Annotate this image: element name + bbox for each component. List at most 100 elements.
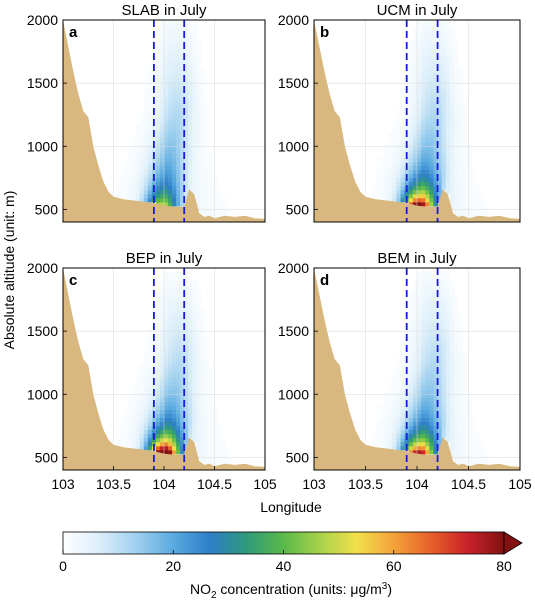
field-cell	[458, 369, 463, 374]
field-cell	[224, 205, 230, 211]
field-cell	[212, 457, 218, 463]
field-cell	[135, 429, 141, 435]
field-cell	[482, 209, 488, 215]
field-cell	[388, 437, 393, 443]
field-cell	[200, 417, 205, 423]
field-cell	[400, 153, 406, 158]
field-cell	[449, 413, 455, 419]
field-cell	[384, 413, 389, 419]
field-cell	[200, 324, 205, 330]
field-cell	[184, 181, 189, 187]
field-cell	[184, 348, 189, 354]
field-cell	[445, 56, 451, 61]
field-cell	[192, 417, 197, 423]
field-cell	[196, 137, 201, 142]
field-cell	[143, 88, 149, 94]
field-cell	[445, 129, 451, 134]
field-cell	[204, 100, 210, 106]
field-cell	[131, 429, 137, 435]
field-cell	[155, 344, 161, 350]
field-cell	[388, 401, 393, 406]
field-cell	[192, 161, 197, 167]
field-cell	[404, 360, 410, 366]
field-cell	[396, 133, 402, 138]
field-cell	[143, 429, 149, 435]
field-cell	[196, 316, 201, 322]
field-cell	[412, 177, 418, 183]
field-cell	[147, 441, 153, 447]
field-cell	[466, 409, 472, 415]
field-cell	[192, 433, 197, 439]
field-cell	[180, 360, 185, 366]
field-cell	[143, 364, 149, 370]
field-cell	[441, 268, 447, 273]
field-cell	[159, 413, 165, 419]
field-cell	[421, 133, 426, 138]
field-cell	[192, 137, 197, 142]
field-cell	[445, 40, 451, 45]
field-cell	[204, 352, 210, 358]
field-cell	[433, 72, 439, 78]
field-cell	[466, 401, 472, 406]
field-cell	[445, 116, 451, 122]
field-cell	[433, 141, 439, 146]
field-cell	[192, 280, 197, 285]
colorbar-tick-label: 40	[276, 558, 292, 574]
field-cell	[168, 409, 173, 415]
field-cell	[204, 385, 210, 390]
field-cell	[192, 397, 197, 402]
field-cell	[216, 193, 222, 199]
field-cell	[212, 421, 218, 427]
field-cell	[429, 356, 435, 362]
field-cell	[111, 193, 117, 199]
field-cell	[466, 421, 472, 427]
field-cell	[417, 389, 422, 394]
field-cell	[180, 40, 185, 45]
field-cell	[147, 421, 153, 427]
field-cell	[172, 121, 177, 126]
field-cell	[425, 316, 430, 322]
field-cell	[433, 397, 439, 402]
field-cell	[437, 300, 443, 305]
field-cell	[176, 153, 181, 158]
field-cell	[188, 153, 193, 158]
field-cell	[127, 413, 133, 419]
field-cell	[135, 409, 141, 415]
field-cell	[433, 276, 439, 281]
field-cell	[437, 88, 443, 94]
field-cell	[412, 121, 418, 126]
field-cell	[425, 405, 430, 410]
field-cell	[392, 421, 397, 427]
field-cell	[172, 64, 177, 70]
field-cell	[139, 153, 145, 158]
field-cell	[188, 100, 193, 106]
field-cell	[445, 189, 451, 195]
field-cell	[466, 461, 472, 467]
field-cell	[196, 449, 201, 455]
field-cell	[433, 76, 439, 82]
field-cell	[204, 141, 210, 146]
field-cell	[425, 304, 430, 309]
field-cell	[421, 296, 426, 301]
field-cell	[184, 405, 189, 410]
field-cell	[396, 409, 402, 415]
field-cell	[147, 429, 153, 435]
field-cell	[168, 276, 173, 281]
field-cell	[159, 288, 165, 293]
field-cell	[375, 437, 381, 443]
field-cell	[408, 292, 414, 297]
field-cell	[400, 369, 406, 374]
field-cell	[445, 32, 451, 37]
field-cell	[384, 145, 389, 150]
field-cell	[454, 312, 459, 318]
field-cell	[458, 393, 463, 398]
field-cell	[180, 88, 185, 94]
field-cell	[135, 401, 141, 406]
field-cell	[437, 157, 443, 162]
field-cell	[441, 292, 447, 297]
field-cell	[429, 344, 435, 350]
field-cell	[155, 32, 161, 37]
field-cell	[180, 429, 185, 435]
field-cell	[139, 401, 145, 406]
field-cell	[147, 157, 153, 162]
